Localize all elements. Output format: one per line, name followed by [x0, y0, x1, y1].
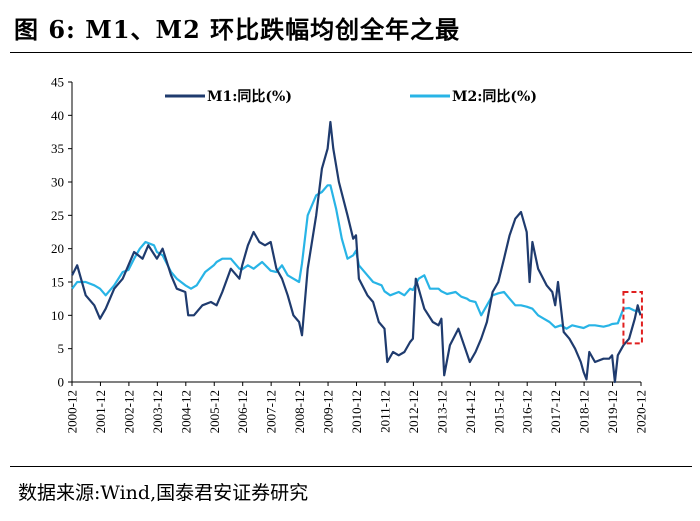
x-tick-label: 2004-12: [178, 390, 193, 433]
legend-label-m2: M2:同比(%): [452, 88, 537, 105]
chart-title: 图 6: M1、M2 环比跌幅均创全年之最: [14, 15, 461, 44]
x-tick-label: 2016-12: [520, 390, 535, 433]
m2-series-line: [71, 184, 642, 330]
x-tick-label: 2015-12: [491, 390, 506, 433]
highlight-layer: [622, 291, 643, 345]
x-tick-label: 2019-12: [605, 390, 620, 433]
y-tick-label: 20: [51, 241, 64, 256]
y-tick-label: 35: [51, 141, 64, 156]
x-tick-label: 2005-12: [207, 390, 222, 433]
y-tick-label: 25: [51, 208, 64, 223]
x-tick-label: 2003-12: [150, 390, 165, 433]
y-tick-label: 30: [51, 175, 64, 190]
series-layer: [71, 120, 642, 384]
x-tick-label: 2018-12: [577, 390, 592, 433]
source-rule: [10, 466, 692, 467]
y-tick-label: 5: [58, 341, 65, 356]
x-tick-label: 2012-12: [406, 390, 421, 433]
legend-label-m1: M1:同比(%): [207, 88, 292, 105]
legend: M1:同比(%) M2:同比(%): [165, 88, 537, 105]
x-tick-label: 2014-12: [463, 390, 478, 433]
x-tick-label: 2002-12: [121, 390, 136, 433]
y-tick-label: 15: [51, 275, 64, 290]
y-tick-label: 40: [51, 108, 64, 123]
axes: 0 5 10 15 20 25 30 35 40 45 2000-12 2001-12 2002-12 2…: [51, 75, 649, 434]
x-tick-label: 2008-12: [292, 390, 307, 433]
y-tick-label: 45: [51, 75, 64, 90]
x-tick-label: 2010-12: [349, 390, 364, 433]
x-tick-label: 2001-12: [93, 390, 108, 433]
y-tick-label: 0: [58, 375, 65, 390]
m1-series-line: [71, 120, 642, 384]
source-note: 数据来源:Wind,国泰君安证券研究: [18, 482, 309, 504]
x-tick-label: 2000-12: [65, 390, 80, 433]
highlight-box: [622, 291, 643, 345]
x-tick-label: 2011-12: [377, 390, 392, 433]
x-tick-label: 2017-12: [548, 390, 563, 433]
x-tick-label: 2013-12: [434, 390, 449, 433]
x-tick-label: 2009-12: [321, 390, 336, 433]
title-rule: [10, 52, 692, 53]
x-tick-label: 2020-12: [634, 390, 649, 433]
y-tick-label: 10: [51, 308, 64, 323]
x-tick-label: 2007-12: [264, 390, 279, 433]
x-tick-label: 2006-12: [235, 390, 250, 433]
chart: 0 5 10 15 20 25 30 35 40 45 2000-12 2001-12 2002-12 2…: [51, 75, 649, 434]
